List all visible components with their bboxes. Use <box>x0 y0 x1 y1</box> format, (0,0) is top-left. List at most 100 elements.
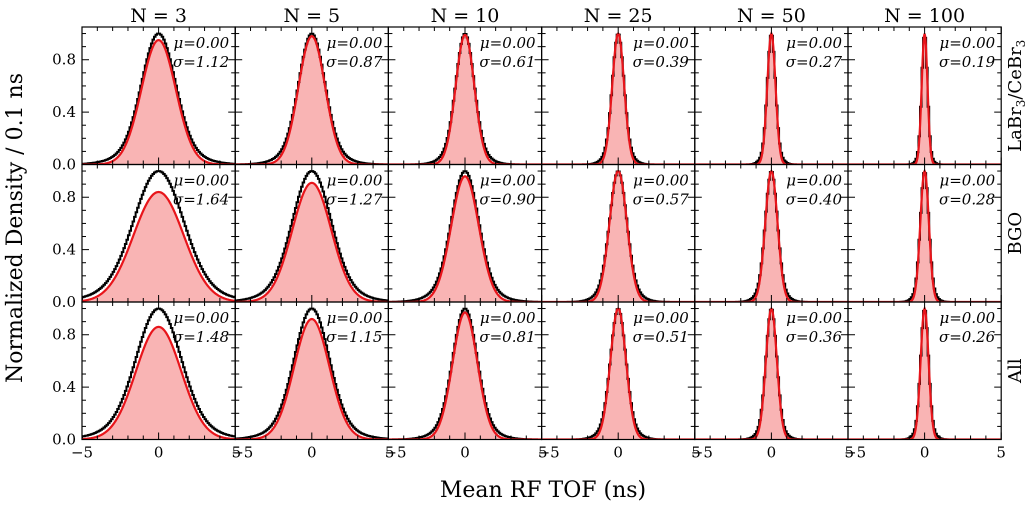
y-tick-label: 0.4 <box>52 103 76 121</box>
fit-fill-r1-c1 <box>235 182 389 302</box>
sigma-label: σ=1.12 <box>173 53 229 71</box>
y-tick-label: 0.4 <box>52 378 76 396</box>
mu-label: μ=0.00 <box>173 309 229 327</box>
column-title-4: N = 50 <box>737 5 806 27</box>
mu-label: μ=0.00 <box>786 309 842 327</box>
y-tick-label: 0.8 <box>52 188 76 206</box>
fit-fill-r2-c2 <box>388 312 542 440</box>
y-tick-label: 0.0 <box>52 293 76 311</box>
fit-fill-r1-c5 <box>848 171 1002 302</box>
row-label-2: All <box>1005 358 1026 384</box>
fit-fill-r1-c0 <box>82 192 236 302</box>
panel-r2-c2: μ=0.00σ=0.81 −5 0 5 <box>384 301 548 462</box>
column-title-3: N = 25 <box>584 5 653 27</box>
panel-r2-c0: μ=0.00σ=1.48 0.0 0.4 0.8 −5 0 5 <box>52 301 242 462</box>
sigma-label: σ=1.27 <box>326 191 383 209</box>
y-tick-label: 0.8 <box>52 326 76 344</box>
x-tick-label: 0 <box>920 444 930 462</box>
sigma-label: σ=0.87 <box>326 53 383 71</box>
x-tick-label: −5 <box>844 444 866 462</box>
histogram-r2-c0 <box>82 307 236 440</box>
histogram-r1-c0 <box>82 170 236 302</box>
mu-label: μ=0.00 <box>939 172 995 190</box>
x-tick-label: 0 <box>613 444 623 462</box>
sigma-label: σ=0.81 <box>479 328 535 346</box>
panel-r1-c2: μ=0.00σ=0.90 <box>387 163 543 303</box>
fit-fill-r0-c0 <box>82 40 236 165</box>
column-title-0: N = 3 <box>130 5 187 27</box>
panel-r0-c4: μ=0.00σ=0.27 <box>694 26 849 166</box>
sigma-label: σ=0.51 <box>633 328 689 346</box>
sigma-label: σ=0.39 <box>633 53 690 71</box>
fit-line-r2-c1 <box>235 317 389 440</box>
column-title-1: N = 5 <box>283 5 340 27</box>
x-tick-label: 5 <box>844 444 854 462</box>
fit-line-r0-c2 <box>388 33 542 165</box>
panel-r0-c5: μ=0.00σ=0.19 <box>847 26 1002 166</box>
histogram-r0-c1 <box>235 32 389 165</box>
fit-line-r0-c0 <box>82 38 236 165</box>
mu-label: μ=0.00 <box>480 309 536 327</box>
fit-fill-r1-c2 <box>388 176 542 302</box>
x-axis-title: Mean RF TOF (ns) <box>440 478 646 503</box>
mu-label: μ=0.00 <box>633 172 689 190</box>
fit-fill-r0-c2 <box>388 34 542 165</box>
mu-label: μ=0.00 <box>786 172 842 190</box>
y-tick-label: 0.4 <box>52 241 76 259</box>
mu-label: μ=0.00 <box>939 309 995 327</box>
fit-fill-r2-c3 <box>541 308 695 440</box>
histogram-r2-c1 <box>235 307 389 440</box>
histogram-r1-c1 <box>235 170 389 302</box>
x-tick-label: −5 <box>691 444 713 462</box>
fit-line-r2-c0 <box>82 325 236 440</box>
panel-r2-c3: μ=0.00σ=0.51 −5 0 5 <box>538 301 701 462</box>
x-tick-label: −5 <box>231 444 253 462</box>
fit-fill-r1-c3 <box>541 171 695 302</box>
row-label-1: BGO <box>1005 212 1026 255</box>
mu-label: μ=0.00 <box>633 309 689 327</box>
x-tick-label: 5 <box>996 444 1006 462</box>
histogram-r0-c0 <box>82 32 236 165</box>
mu-label: μ=0.00 <box>480 172 536 190</box>
x-tick-label: 5 <box>691 444 701 462</box>
sigma-label: σ=0.61 <box>479 53 535 71</box>
mu-label: μ=0.00 <box>939 34 995 52</box>
x-tick-label: −5 <box>384 444 406 462</box>
sigma-label: σ=0.27 <box>786 53 843 71</box>
y-tick-label: 0.0 <box>52 156 76 174</box>
panel-r0-c2: μ=0.00σ=0.61 <box>387 26 543 166</box>
y-tick-label: 0.8 <box>52 51 76 69</box>
mu-label: μ=0.00 <box>173 34 229 52</box>
y-axis-title: Normalized Density / 0.1 ns <box>3 73 28 383</box>
panel-r1-c1: μ=0.00σ=1.27 <box>234 163 389 303</box>
x-tick-label: 0 <box>767 444 777 462</box>
x-tick-label: 5 <box>538 444 548 462</box>
sigma-label: σ=1.15 <box>326 328 382 346</box>
sigma-label: σ=0.28 <box>939 191 995 209</box>
panel-r1-c4: μ=0.00σ=0.40 <box>694 163 849 303</box>
mu-label: μ=0.00 <box>173 172 229 190</box>
x-tick-label: 0 <box>460 444 470 462</box>
column-title-2: N = 10 <box>431 5 500 27</box>
fit-line-r1-c0 <box>82 190 236 302</box>
x-tick-label: 5 <box>385 444 395 462</box>
mu-label: μ=0.00 <box>327 34 383 52</box>
panel-r2-c5: μ=0.00σ=0.26 −5 0 5 <box>844 301 1006 462</box>
x-tick-label: −5 <box>538 444 560 462</box>
sigma-label: σ=0.57 <box>633 191 690 209</box>
row-label-0: LaBr3/CeBr3 <box>1005 40 1028 152</box>
sigma-label: σ=0.26 <box>939 328 996 346</box>
panel-r1-c5: μ=0.00σ=0.28 <box>847 163 1002 303</box>
fit-fill-r2-c1 <box>235 319 389 440</box>
panel-r1-c0: μ=0.00σ=1.64 0.0 0.4 0.8 <box>52 163 236 311</box>
fit-fill-r0-c5 <box>848 33 1002 165</box>
panel-grid: N = 3 N = 5 N = 10 N = 25 N = 50 N = 100 LaBr3… <box>52 5 1028 462</box>
x-tick-label: 5 <box>232 444 242 462</box>
histogram-r1-c2 <box>388 170 542 302</box>
mu-label: μ=0.00 <box>633 34 689 52</box>
y-tick-label: 0.0 <box>52 431 76 449</box>
panel-r2-c4: μ=0.00σ=0.36 −5 0 5 <box>691 301 854 462</box>
fit-fill-r2-c5 <box>848 308 1002 440</box>
mu-label: μ=0.00 <box>327 172 383 190</box>
